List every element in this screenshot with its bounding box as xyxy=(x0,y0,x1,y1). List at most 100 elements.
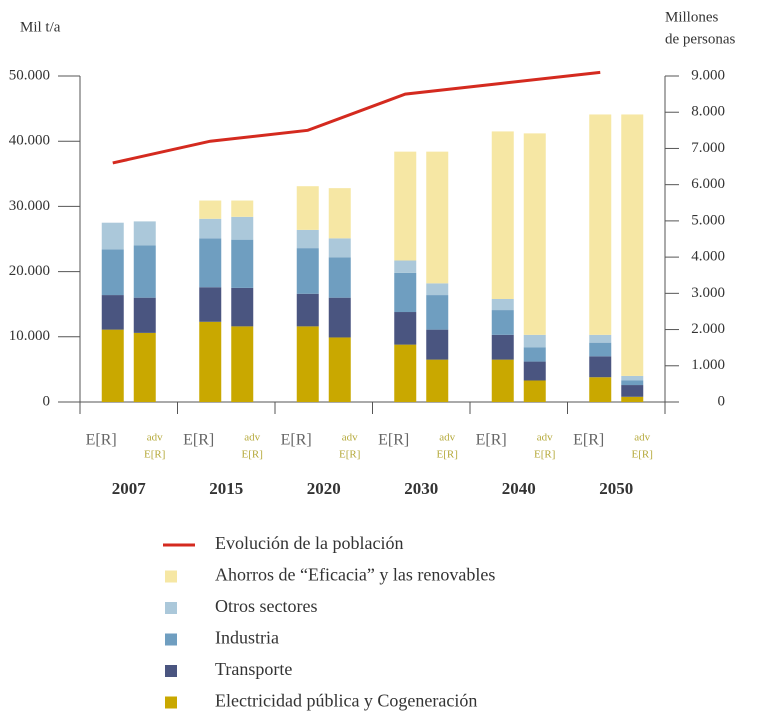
bar-segment xyxy=(491,359,514,402)
bar-segment xyxy=(621,385,644,397)
bar-segment xyxy=(296,293,319,327)
scenario-label: adv xyxy=(244,432,260,444)
y2-tick-label: 0 xyxy=(718,393,726,409)
bar-segment xyxy=(589,377,612,402)
bar-segment xyxy=(491,298,514,311)
scenario-label: E[R] xyxy=(573,432,604,449)
scenario-label: E[R] xyxy=(339,449,360,461)
y2-tick-label: 9.000 xyxy=(691,67,725,83)
scenario-label: E[R] xyxy=(242,449,263,461)
bar-segment xyxy=(231,200,254,217)
scenario-label: E[R] xyxy=(281,432,312,449)
bar-segment xyxy=(296,186,319,230)
bar-segment xyxy=(621,396,644,402)
bar-segment xyxy=(199,287,222,322)
bar-segment xyxy=(621,114,644,376)
y2-tick-label: 3.000 xyxy=(691,285,725,301)
scenario-label: adv xyxy=(342,432,358,444)
bar-segment xyxy=(199,321,222,402)
scenario-label: E[R] xyxy=(534,449,555,461)
bar-segment xyxy=(328,337,351,402)
y-axis-title: Mil t/a xyxy=(20,19,61,35)
bar-segment xyxy=(101,329,124,402)
scenario-label: adv xyxy=(147,432,163,444)
bar-segment xyxy=(328,188,351,239)
x-tick-label: 2030 xyxy=(404,479,438,498)
bar-segment xyxy=(394,312,417,345)
bar-segment xyxy=(101,222,124,250)
bar-segment xyxy=(491,334,514,360)
bar-segment xyxy=(426,329,449,360)
y-tick-label: 30.000 xyxy=(9,198,50,214)
scenario-label: E[R] xyxy=(632,449,653,461)
bar-segment xyxy=(491,310,514,335)
scenario-label: E[R] xyxy=(183,432,214,449)
legend-swatch xyxy=(165,665,177,677)
scenario-label: adv xyxy=(537,432,553,444)
y2-tick-label: 1.000 xyxy=(691,357,725,373)
legend-label: Evolución de la población xyxy=(215,533,403,553)
x-tick-label: 2015 xyxy=(209,479,243,498)
bar-segment xyxy=(231,287,254,327)
bar-segment xyxy=(491,131,514,299)
y2-tick-label: 2.000 xyxy=(691,321,725,337)
bar-segment xyxy=(328,297,351,338)
y-tick-label: 0 xyxy=(43,393,51,409)
bar-segment xyxy=(523,380,546,402)
y2-axis-title: de personas xyxy=(665,31,736,47)
bar-segment xyxy=(426,295,449,330)
bar-segment xyxy=(328,257,351,298)
bar-segment xyxy=(394,272,417,313)
y-tick-label: 50.000 xyxy=(9,67,50,83)
y2-tick-label: 6.000 xyxy=(691,176,725,192)
bar-segment xyxy=(133,332,156,402)
scenario-label: E[R] xyxy=(437,449,458,461)
scenario-label: E[R] xyxy=(144,449,165,461)
y2-axis-title: Millones xyxy=(665,9,718,25)
legend-label: Otros sectores xyxy=(215,596,317,616)
x-tick-label: 2040 xyxy=(502,479,536,498)
bar-segment xyxy=(426,359,449,402)
legend-label: Electricidad pública y Cogeneración xyxy=(215,691,477,711)
bar-segment xyxy=(231,216,254,240)
legend-label: Industria xyxy=(215,628,279,648)
bar-segment xyxy=(394,260,417,273)
y2-tick-label: 4.000 xyxy=(691,249,725,265)
bar-segment xyxy=(426,283,449,296)
bar-segment xyxy=(199,218,222,239)
bar-segment xyxy=(296,326,319,402)
legend-swatch xyxy=(165,696,177,709)
legend-swatch xyxy=(165,602,177,614)
bar-segment xyxy=(394,344,417,402)
legend-label: Transporte xyxy=(215,659,292,679)
bar-segment xyxy=(589,356,612,378)
bar-segment xyxy=(523,347,546,362)
bar-segment xyxy=(394,151,417,261)
y2-tick-label: 5.000 xyxy=(691,212,725,228)
bar-segment xyxy=(296,229,319,249)
scenario-label: E[R] xyxy=(476,432,507,449)
y-tick-label: 40.000 xyxy=(9,133,50,149)
bar-segment xyxy=(523,133,546,335)
scenario-label: adv xyxy=(439,432,455,444)
bar-segment xyxy=(231,239,254,288)
bar-segment xyxy=(296,248,319,294)
bar-segment xyxy=(199,200,222,219)
bar-segment xyxy=(133,297,156,333)
bar-segment xyxy=(199,238,222,288)
bar-segment xyxy=(101,249,124,296)
bar-segment xyxy=(589,342,612,357)
bar-segment xyxy=(523,361,546,381)
x-tick-label: 2020 xyxy=(307,479,341,498)
y2-tick-label: 8.000 xyxy=(691,104,725,120)
bar-segment xyxy=(523,334,546,348)
y2-tick-label: 7.000 xyxy=(691,140,725,156)
bar-segment xyxy=(621,375,644,381)
bar-segment xyxy=(328,238,351,258)
bar-segment xyxy=(133,245,156,298)
legend-swatch xyxy=(165,633,177,646)
bar-segment xyxy=(426,151,449,284)
x-tick-label: 2007 xyxy=(112,479,147,498)
population-line xyxy=(112,70,601,165)
